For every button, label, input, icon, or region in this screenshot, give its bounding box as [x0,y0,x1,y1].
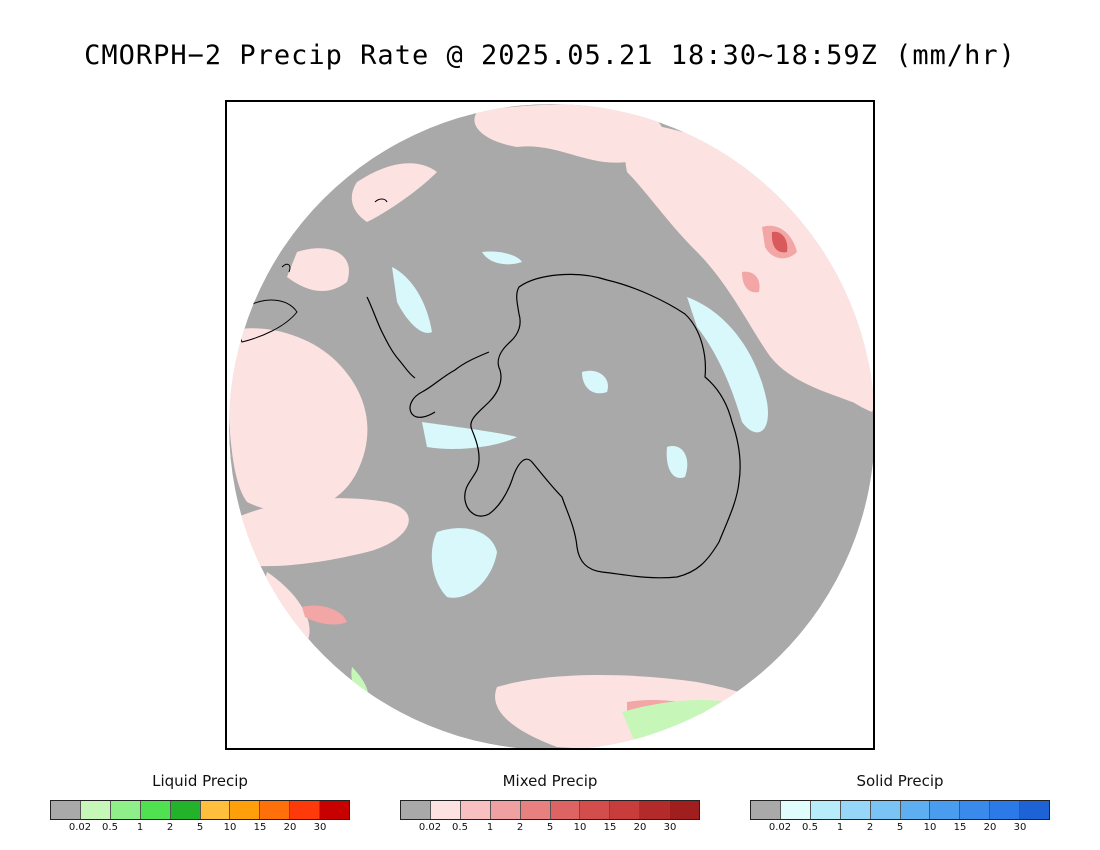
color-swatch [550,801,581,819]
tick-label: 30 [313,822,327,833]
mixed-heavy-east [771,231,788,253]
mixed-region-west-lower [229,498,409,567]
color-swatch [751,801,781,819]
tick-label: 15 [953,822,967,833]
tick-label: 0.5 [452,822,468,833]
tick-labels-mixed: 0.02 0.5 1 2 5 10 15 20 30 [400,822,700,836]
color-swatch [670,801,700,819]
tick-label: 2 [866,822,874,833]
antarctica-coastline [464,273,741,579]
mixed-moderate-southwest [302,605,347,625]
solid-region-east-coast [687,297,768,433]
color-swatch [140,801,171,819]
tick-label: 0.02 [768,822,792,833]
color-swatch [810,801,841,819]
color-swatch [200,801,231,819]
color-swatch [401,801,431,819]
color-swatch [170,801,201,819]
color-swatch [80,801,111,819]
mixed-heavy-regions [771,231,788,253]
color-bar-mixed [400,800,700,820]
tick-label: 10 [223,822,237,833]
color-swatch [840,801,871,819]
solid-region-peninsula [392,267,432,333]
color-swatch [490,801,521,819]
legend-liquid: Liquid Precip 0.02 0.5 1 2 5 10 15 20 30 [50,772,350,836]
color-swatch [870,801,901,819]
legend-solid: Solid Precip 0.02 0.5 1 2 5 10 15 20 30 [750,772,1050,836]
tick-label: 5 [896,822,904,833]
tick-label: 0.5 [802,822,818,833]
tick-label: 10 [923,822,937,833]
tick-label: 20 [283,822,297,833]
tick-label: 0.02 [418,822,442,833]
color-bar-liquid [50,800,350,820]
solid-region-antarctic-peninsula-south [422,422,517,449]
island-outline-3 [281,263,291,273]
legend-mixed: Mixed Precip 0.02 0.5 1 2 5 10 15 20 30 [400,772,700,836]
color-swatch [990,801,1021,819]
tick-label: 20 [633,822,647,833]
tick-label: 0.02 [68,822,92,833]
precip-map [229,104,873,748]
color-swatch [430,801,461,819]
tick-label: 30 [663,822,677,833]
liquid-region-far-west [229,342,235,364]
tick-label: 1 [136,822,144,833]
color-swatch [260,801,291,819]
tick-label: 2 [166,822,174,833]
island-outline-1 [374,198,388,203]
solid-region-north [482,251,522,265]
legend-title-mixed: Mixed Precip [502,772,598,790]
solid-region-weddell [431,528,497,598]
mixed-region-left-mid [287,248,349,292]
tick-labels-solid: 0.02 0.5 1 2 5 10 15 20 30 [750,822,1050,836]
color-swatch [640,801,671,819]
tick-label: 30 [1013,822,1027,833]
tick-label: 0.5 [102,822,118,833]
antarctic-peninsula-coastline [409,351,490,418]
mixed-region-upper-left [351,163,437,222]
color-swatch [51,801,81,819]
color-swatch [290,801,321,819]
tick-label: 20 [983,822,997,833]
color-swatch [610,801,641,819]
liquid-region-south [622,700,727,747]
color-bar-solid [750,800,1050,820]
solid-region-central-patch [582,370,608,394]
solid-region-interior [666,446,688,478]
tick-label: 15 [603,822,617,833]
tick-label: 10 [573,822,587,833]
tick-label: 5 [196,822,204,833]
mixed-region-east [817,342,873,412]
tick-labels-liquid: 0.02 0.5 1 2 5 10 15 20 30 [50,822,350,836]
color-swatch [900,801,931,819]
mixed-region-top [474,104,665,163]
tick-label: 15 [253,822,267,833]
color-swatch [230,801,261,819]
color-swatch [520,801,551,819]
legend-title-solid: Solid Precip [856,772,944,790]
tick-label: 5 [546,822,554,833]
tick-label: 2 [516,822,524,833]
legend-title-liquid: Liquid Precip [152,772,248,790]
color-swatch [110,801,141,819]
color-swatch [1020,801,1050,819]
color-swatch [460,801,491,819]
color-swatch [960,801,991,819]
south-america-tip-coastline [366,296,416,379]
map-frame [225,100,875,750]
tick-label: 1 [486,822,494,833]
mixed-region-west [229,328,368,512]
color-swatch [780,801,811,819]
mixed-region-top-right [625,122,869,402]
mixed-moderate-east-mid [742,271,760,293]
color-swatch [320,801,350,819]
tick-label: 1 [836,822,844,833]
page-title: CMORPH−2 Precip Rate @ 2025.05.21 18:30~… [84,40,1016,71]
solid-precip-regions [392,251,768,598]
color-swatch [930,801,961,819]
color-swatch [580,801,611,819]
